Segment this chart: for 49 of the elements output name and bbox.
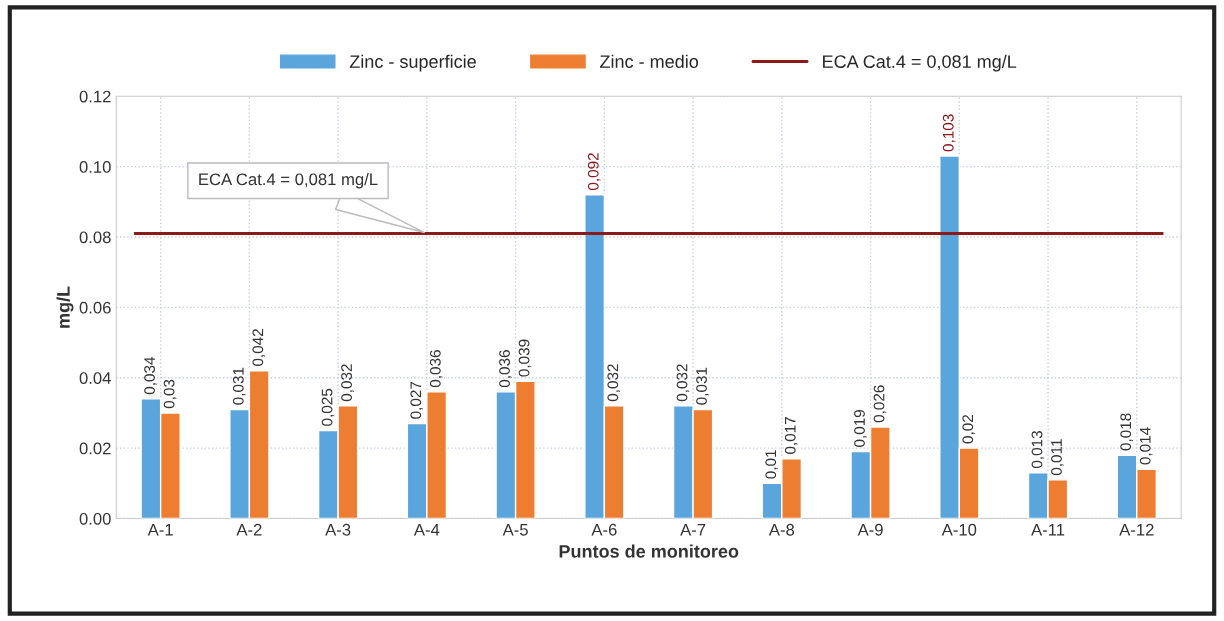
data-label: 0,014 (1139, 427, 1153, 465)
data-label: 0,031 (696, 367, 709, 405)
x-tick-label: A-8 (768, 523, 795, 536)
x-tick-label: A-2 (236, 523, 262, 536)
legend-label: Zinc - superficie (349, 54, 476, 72)
x-tick-label: A-9 (857, 523, 883, 536)
data-label: 0,017 (784, 417, 798, 454)
x-tick-label: A-5 (502, 524, 528, 536)
data-label: 0,01 (765, 450, 778, 479)
data-label: 0,032 (607, 364, 621, 402)
x-tick-label: A-11 (1031, 524, 1065, 536)
data-label: 0,018 (1120, 413, 1133, 451)
data-label: 0,103 (942, 114, 956, 152)
y-tick-label: 0.00 (79, 512, 111, 525)
x-tick-label: A-7 (680, 524, 706, 536)
y-tick-label: 0.02 (79, 442, 111, 455)
x-tick-label: A-10 (941, 523, 977, 536)
data-label: 0,025 (321, 388, 335, 426)
x-tick-label: A-6 (591, 523, 617, 536)
x-axis-title: Puntos de monitoreo (559, 544, 739, 558)
legend-label: Zinc - medio (600, 54, 699, 68)
data-label: 0,027 (410, 381, 424, 419)
x-tick-label: A-3 (325, 523, 351, 536)
annotation: ECA Cat.4 = 0,081 mg/L (199, 172, 378, 189)
y-tick-label: 0.10 (79, 161, 111, 173)
data-label: 0,032 (676, 364, 690, 402)
data-label: 0,02 (962, 415, 975, 444)
data-label: 0,026 (873, 385, 887, 423)
x-tick-label: A-4 (413, 524, 440, 536)
y-tick-label: 0.08 (79, 231, 111, 244)
data-label: 0,042 (252, 329, 266, 366)
y-axis-title: mg/L (56, 286, 74, 328)
data-label: 0,019 (854, 410, 867, 447)
data-label: 0,032 (341, 364, 354, 402)
y-tick-label: 0.04 (79, 372, 111, 384)
data-label: 0,039 (518, 339, 532, 377)
x-tick-label: A-12 (1119, 523, 1154, 536)
y-tick-label: 0.06 (79, 301, 111, 314)
data-label: 0,034 (144, 356, 157, 395)
legend-label: ECA Cat.4 = 0,081 mg/L (823, 54, 1017, 72)
data-label: 0,013 (1031, 431, 1045, 469)
data-label: 0,031 (232, 367, 246, 405)
data-label: 0,011 (1051, 439, 1064, 476)
data-label: 0,03 (163, 379, 177, 409)
x-tick-label: A-1 (147, 524, 173, 536)
data-label: 0,092 (587, 153, 601, 191)
data-label: 0,036 (429, 350, 443, 388)
y-tick-label: 0.12 (79, 90, 111, 103)
data-label: 0,036 (499, 350, 512, 388)
